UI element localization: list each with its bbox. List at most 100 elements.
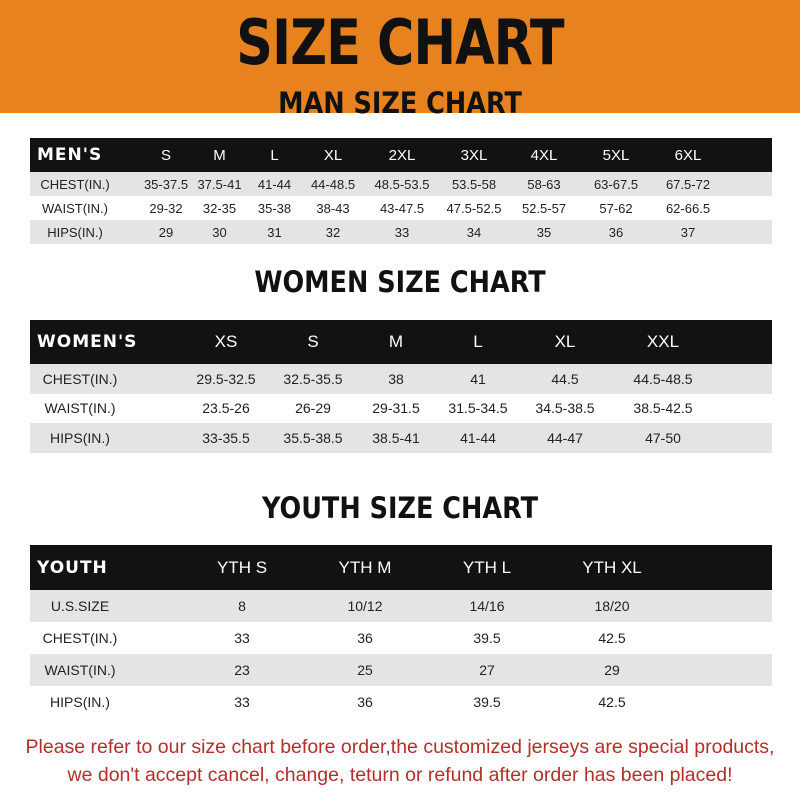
table-label: MEN'S <box>37 145 103 165</box>
measurement-label: HIPS(IN.) <box>47 224 103 240</box>
measurement-value: 53.5-58 <box>451 176 497 192</box>
measurement-value: 33 <box>234 630 250 646</box>
size-column-header: 6XL <box>674 146 702 164</box>
youth-size-table: YOUTH YTH S YTH M YTH L YTH XL U.S.SIZE 8 10/12… <box>30 545 772 718</box>
table-row: WAIST(IN.) 23 25 27 29 <box>30 654 772 686</box>
men-size-table: MEN'S S M L XL 2XL 3XL 4XL 5XL 6XL CHEST(IN.) 35-37… <box>30 138 772 244</box>
table-label: WOMEN'S <box>37 332 138 352</box>
measurement-value: 38 <box>388 370 404 387</box>
measurement-label: HIPS(IN.) <box>50 429 110 446</box>
measurement-value: 33-35.5 <box>202 429 250 446</box>
measurement-value: 63-67.5 <box>593 176 639 192</box>
measurement-value: 26-29 <box>295 400 331 417</box>
table-row: HIPS(IN.) 33 36 39.5 42.5 <box>30 686 772 718</box>
men-header-row: MEN'S S M L XL 2XL 3XL 4XL 5XL 6XL <box>30 138 772 172</box>
measurement-value: 10/12 <box>347 598 383 614</box>
measurement-label: CHEST(IN.) <box>42 630 118 646</box>
measurement-label: CHEST(IN.) <box>40 176 110 192</box>
measurement-value: 38.5-41 <box>372 429 420 446</box>
measurement-value: 39.5 <box>473 630 501 646</box>
table-row: HIPS(IN.) 33-35.5 35.5-38.5 38.5-41 41-44 44-… <box>30 423 772 453</box>
measurement-value: 37 <box>680 224 696 240</box>
measurement-value: 36 <box>357 694 373 710</box>
measurement-value: 18/20 <box>594 598 630 614</box>
measurement-label: CHEST(IN.) <box>42 370 118 387</box>
measurement-value: 52.5-57 <box>521 200 567 216</box>
measurement-value: 44-47 <box>547 429 583 446</box>
measurement-value: 58-63 <box>527 176 561 192</box>
measurement-value: 67.5-72 <box>665 176 711 192</box>
measurement-value: 34.5-38.5 <box>535 400 595 417</box>
measurement-label: U.S.SIZE <box>50 598 110 614</box>
size-column-header: YTH L <box>462 557 512 577</box>
size-column-header: L <box>270 146 279 164</box>
measurement-value: 44.5-48.5 <box>633 370 693 387</box>
measurement-label: HIPS(IN.) <box>50 694 110 710</box>
size-column-header: 5XL <box>602 146 630 164</box>
size-column-header: XXL <box>646 332 680 351</box>
measurement-value: 29.5-32.5 <box>196 370 256 387</box>
measurement-value: 42.5 <box>598 694 626 710</box>
measurement-value: 44.5 <box>551 370 579 387</box>
measurement-value: 39.5 <box>473 694 501 710</box>
size-column-header: S <box>160 146 171 164</box>
size-column-header: 2XL <box>388 146 416 164</box>
measurement-value: 29 <box>158 224 174 240</box>
measurement-value: 33 <box>234 694 250 710</box>
size-column-header: L <box>473 332 483 351</box>
measurement-value: 41-44 <box>460 429 496 446</box>
measurement-value: 32 <box>325 224 341 240</box>
measurement-value: 32-35 <box>202 200 237 216</box>
table-row: CHEST(IN.) 33 36 39.5 42.5 <box>30 622 772 654</box>
measurement-value: 33 <box>394 224 410 240</box>
measurement-value: 31 <box>267 224 282 240</box>
measurement-value: 35-38 <box>257 200 292 216</box>
measurement-value: 47-50 <box>645 429 681 446</box>
measurement-value: 38.5-42.5 <box>633 400 693 417</box>
measurement-value: 42.5 <box>598 630 626 646</box>
size-column-header: 4XL <box>530 146 558 164</box>
table-row: U.S.SIZE 8 10/12 14/16 18/20 <box>30 590 772 622</box>
measurement-value: 37.5-41 <box>197 176 242 192</box>
table-row: WAIST(IN.) 23.5-26 26-29 29-31.5 31.5-34.5 34… <box>30 393 772 423</box>
measurement-value: 34 <box>466 224 482 240</box>
measurement-value: 29-32 <box>149 200 183 216</box>
measurement-value: 31.5-34.5 <box>448 400 508 417</box>
measurement-value: 43-47.5 <box>379 200 425 216</box>
table-row: CHEST(IN.) 29.5-32.5 32.5-35.5 38 41 44.5 44.5… <box>30 364 772 394</box>
measurement-value: 8 <box>238 598 246 614</box>
measurement-value: 48.5-53.5 <box>374 176 430 192</box>
table-row: CHEST(IN.) 35-37.5 37.5-41 41-44 44-48.5 48.5… <box>30 172 772 196</box>
measurement-value: 57-62 <box>599 200 633 216</box>
measurement-value: 14/16 <box>469 598 505 614</box>
women-section-title: WOMEN SIZE CHART <box>254 265 546 299</box>
measurement-value: 62-66.5 <box>665 200 711 216</box>
measurement-value: 41 <box>470 370 486 387</box>
size-column-header: XL <box>323 146 343 164</box>
measurement-value: 27 <box>479 662 495 678</box>
table-label: YOUTH <box>37 557 108 578</box>
measurement-value: 44-48.5 <box>310 176 356 192</box>
measurement-value: 38-43 <box>316 200 350 216</box>
size-column-header: YTH S <box>216 557 268 577</box>
measurement-value: 25 <box>357 662 373 678</box>
measurement-value: 35 <box>536 224 552 240</box>
size-column-header: YTH XL <box>582 557 642 577</box>
table-row: HIPS(IN.) 29 30 31 32 33 34 35 36 37 <box>30 220 772 244</box>
measurement-value: 29-31.5 <box>372 400 420 417</box>
measurement-value: 36 <box>608 224 624 240</box>
size-column-header: XS <box>214 332 238 351</box>
measurement-value: 35-37.5 <box>143 176 189 192</box>
size-column-header: XL <box>554 332 576 351</box>
measurement-value: 41-44 <box>257 176 292 192</box>
youth-section-title: YOUTH SIZE CHART <box>261 491 539 525</box>
measurement-value: 47.5-52.5 <box>446 200 502 216</box>
measurement-label: WAIST(IN.) <box>44 400 116 417</box>
measurement-value: 35.5-38.5 <box>283 429 343 446</box>
men-section-title: MAN SIZE CHART <box>278 86 522 120</box>
size-column-header: M <box>388 332 404 351</box>
youth-header-row: YOUTH YTH S YTH M YTH L YTH XL <box>30 545 772 590</box>
measurement-value: 30 <box>212 224 227 240</box>
size-column-header: 3XL <box>460 146 488 164</box>
banner-title: SIZE CHART <box>236 6 564 79</box>
